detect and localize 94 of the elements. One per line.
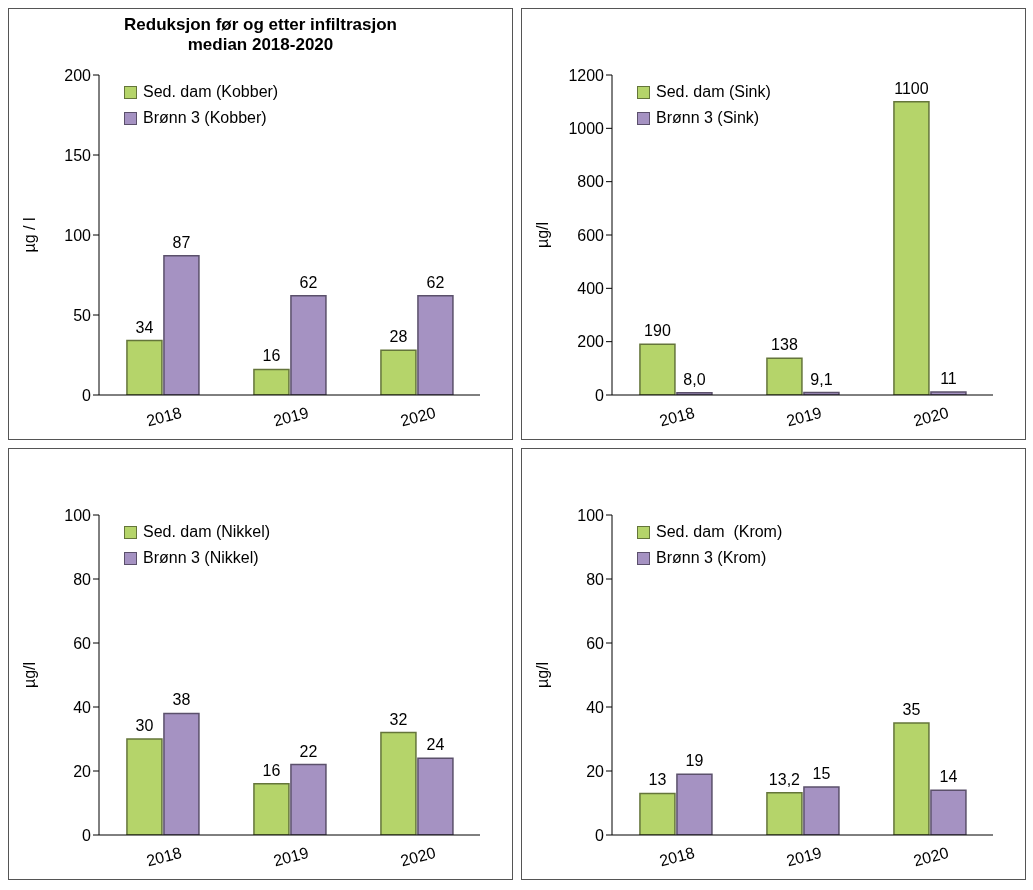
data-label: 19 (685, 752, 704, 770)
bar (930, 789, 967, 835)
y-axis-title: µg/l (533, 221, 551, 249)
data-label: 62 (426, 273, 445, 291)
y-axis-title: µg/l (20, 661, 38, 689)
bar (163, 255, 200, 395)
legend-label: Brønn 3 (Krom) (656, 548, 767, 568)
data-label: 24 (426, 736, 445, 754)
bar (766, 792, 803, 835)
legend-label: Sed. dam (Kobber) (143, 82, 279, 102)
y-tick-label: 200 (64, 66, 92, 84)
chart-title: Reduksjon før og etter infiltrasjon median 2018-2020 (123, 14, 398, 55)
y-tick-label: 80 (586, 570, 605, 588)
y-tick-label: 0 (82, 826, 92, 844)
y-tick-label: 60 (586, 634, 605, 652)
bar (290, 295, 327, 395)
y-tick-label: 200 (577, 333, 605, 351)
y-tick-label: 400 (577, 280, 605, 298)
bar (290, 763, 327, 835)
y-tick-label: 100 (64, 506, 92, 524)
data-label: 34 (135, 318, 154, 336)
bar (893, 722, 930, 835)
x-tick-label: 2020 (398, 843, 438, 870)
data-label: 87 (172, 233, 191, 251)
bar (126, 738, 163, 835)
y-tick-label: 150 (64, 146, 92, 164)
data-label: 138 (771, 336, 798, 354)
data-label: 32 (389, 710, 408, 728)
data-label: 16 (262, 347, 281, 365)
legend-label: Sed. dam (Nikkel) (143, 522, 271, 542)
y-tick-label: 0 (595, 386, 605, 404)
y-tick-label: 0 (82, 386, 92, 404)
y-tick-label: 100 (577, 506, 605, 524)
x-tick-label: 2018 (657, 843, 697, 870)
bar (417, 295, 454, 395)
y-tick-label: 100 (64, 226, 92, 244)
bar (126, 339, 163, 395)
bar (639, 343, 676, 395)
legend-label: Brønn 3 (Kobber) (143, 108, 267, 128)
data-label: 15 (812, 765, 831, 782)
data-label: 8,0 (683, 370, 706, 388)
x-tick-label: 2019 (271, 843, 311, 870)
y-tick-label: 40 (73, 698, 92, 716)
x-tick-label: 2020 (911, 843, 951, 870)
data-label: 1100 (894, 79, 929, 97)
legend-label: Sed. dam (Krom) (656, 522, 783, 542)
data-label: 16 (262, 761, 281, 779)
y-tick-label: 800 (577, 173, 605, 191)
legend-label: Sed. dam (Sink) (656, 82, 771, 102)
data-label: 14 (939, 768, 958, 786)
data-label: 11 (940, 370, 957, 388)
bar (893, 100, 930, 395)
data-label: 35 (902, 701, 921, 718)
y-tick-label: 50 (73, 306, 92, 324)
bar (253, 783, 290, 835)
y-tick-label: 1000 (568, 120, 605, 138)
bar (803, 786, 840, 835)
bar (380, 349, 417, 395)
data-label: 190 (644, 322, 671, 340)
y-tick-label: 80 (73, 570, 92, 588)
data-label: 13 (648, 771, 667, 789)
x-tick-label: 2018 (144, 843, 184, 870)
bar (676, 773, 713, 835)
x-tick-label: 2020 (398, 403, 438, 430)
x-tick-label: 2019 (271, 403, 311, 430)
legend-label: Brønn 3 (Nikkel) (143, 548, 259, 568)
y-tick-label: 0 (595, 826, 605, 844)
data-label: 38 (172, 691, 191, 709)
bar (380, 731, 417, 835)
bar (766, 357, 803, 395)
data-label: 9,1 (810, 370, 833, 388)
bar (417, 757, 454, 835)
y-tick-label: 600 (577, 226, 605, 244)
y-axis-title: µg/l (533, 661, 551, 689)
data-label: 62 (299, 273, 318, 291)
y-tick-label: 20 (73, 762, 92, 780)
y-axis-title: µg / l (20, 217, 38, 253)
y-tick-label: 60 (73, 634, 92, 652)
legend-label: Brønn 3 (Sink) (656, 108, 760, 128)
data-label: 28 (389, 328, 408, 346)
y-tick-label: 1200 (568, 66, 605, 84)
bar (253, 368, 290, 395)
data-label: 30 (135, 717, 154, 734)
y-tick-label: 20 (586, 762, 605, 780)
x-tick-label: 2018 (144, 403, 184, 430)
x-tick-label: 2020 (911, 403, 951, 430)
x-tick-label: 2018 (657, 403, 697, 430)
data-label: 22 (299, 742, 318, 760)
x-tick-label: 2019 (784, 843, 824, 870)
bar (163, 712, 200, 835)
bar (639, 792, 676, 835)
data-label: 13,2 (768, 770, 801, 788)
x-tick-label: 2019 (784, 403, 824, 430)
y-tick-label: 40 (586, 698, 605, 716)
